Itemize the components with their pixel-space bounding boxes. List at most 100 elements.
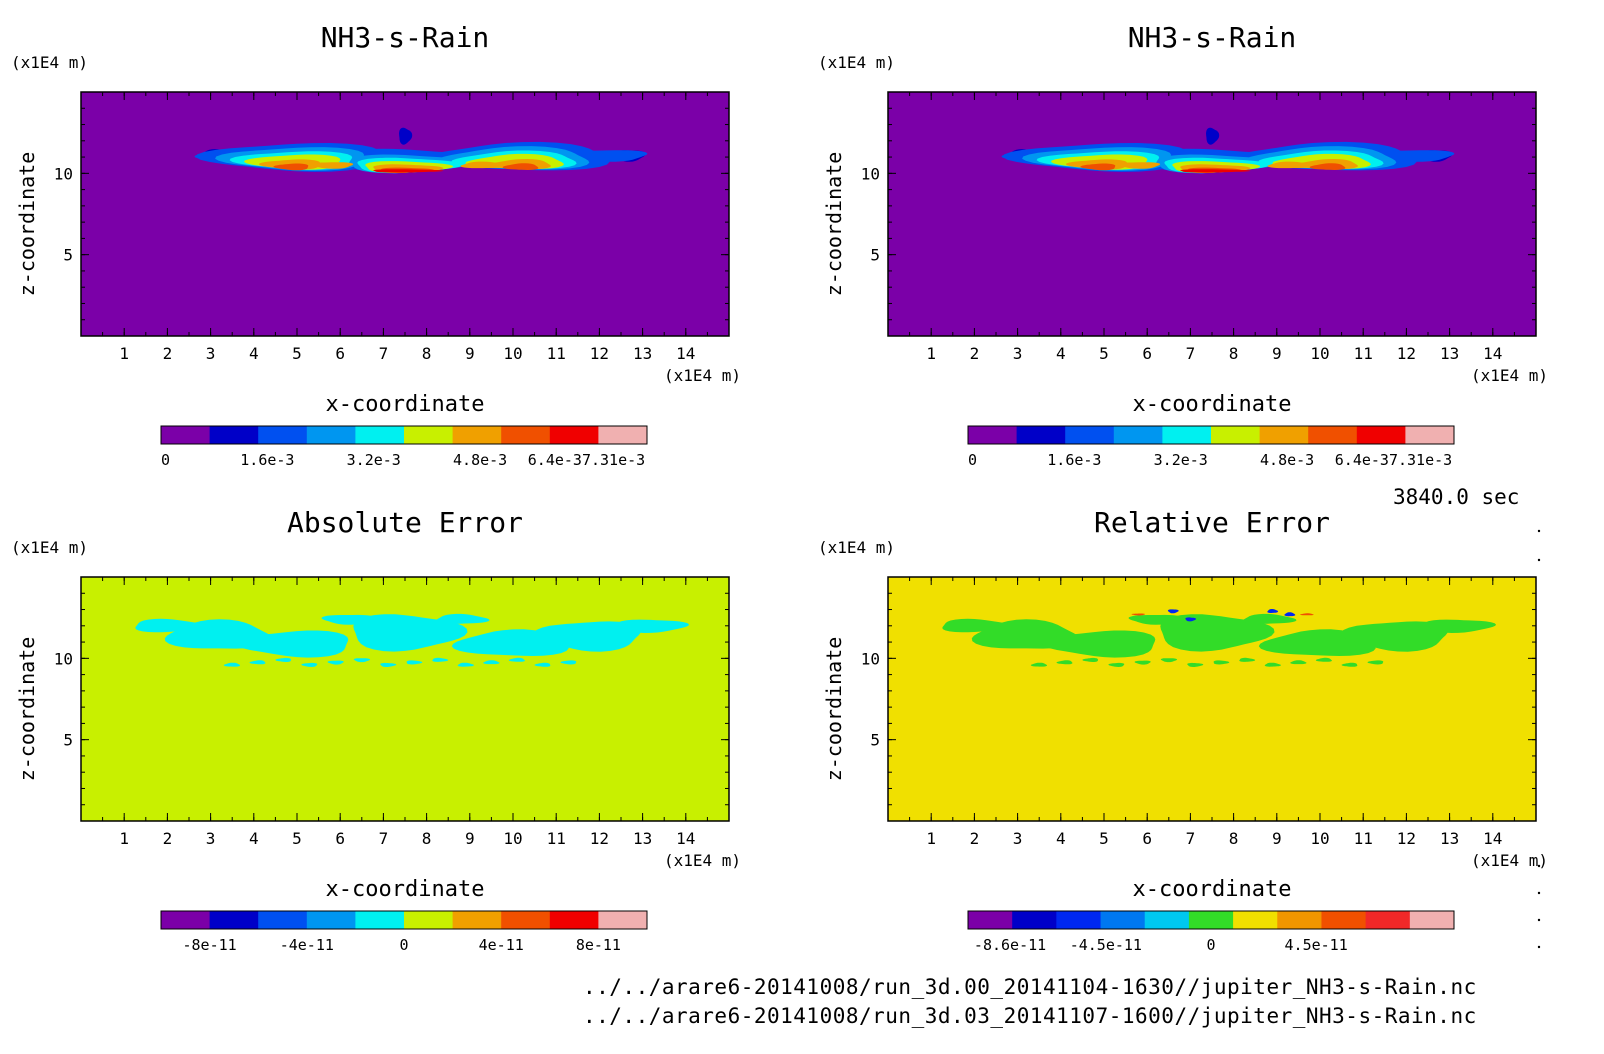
x-tick-label: 9: [1272, 344, 1282, 363]
field-contour-5-4: [1115, 162, 1161, 169]
x-unit-label: (x1E4 m): [1471, 851, 1548, 870]
error-speck-3: [1108, 662, 1125, 667]
x-tick-label: 11: [547, 829, 566, 848]
error-speck-3: [301, 662, 318, 667]
colorbar-label: 0: [968, 451, 977, 469]
colorbar-label: 3.2e-3: [347, 451, 401, 469]
x-tick-label: 13: [1440, 344, 1459, 363]
chart-title: NH3-s-Rain: [1128, 21, 1297, 54]
colorbar-swatch-7: [1277, 911, 1322, 929]
plot-background: [888, 577, 1536, 821]
x-unit-label: (x1E4 m): [1471, 366, 1548, 385]
field-contour-6-1: [502, 163, 539, 170]
field-layer: [1001, 127, 1455, 174]
edge-dot-0: [1537, 529, 1541, 533]
error-patch-1: [234, 630, 349, 658]
error-speck-8: [1239, 657, 1256, 662]
y-axis-label: z-coordinate: [822, 152, 846, 297]
colorbar-swatch-0: [968, 426, 1018, 444]
edge-dot-3: [1537, 891, 1541, 895]
x-tick-label: 9: [465, 344, 475, 363]
x-tick-label: 1: [119, 344, 129, 363]
error-speck-4: [1134, 660, 1151, 665]
chart-panel-4: Relative Error(x1E4 m)1 2 3 4 5 6 7 8 9 10 11 12 13 1…: [818, 506, 1548, 954]
colorbar-swatch-6: [1259, 426, 1309, 444]
field-contour-7-0: [1180, 169, 1251, 173]
error-speck-10: [1290, 660, 1307, 665]
error-patch-4: [1340, 621, 1449, 652]
rel-error-neg-3: [1284, 612, 1296, 617]
colorbar-label: -8e-11: [183, 936, 237, 954]
error-speck-5: [353, 658, 371, 663]
error-patch-6: [617, 619, 689, 633]
chart-title: NH3-s-Rain: [321, 21, 490, 54]
x-tick-label: 4: [249, 344, 259, 363]
x-axis-label: x-coordinate: [326, 392, 485, 417]
colorbar-label: -4e-11: [280, 936, 334, 954]
x-tick-label: 3: [206, 829, 216, 848]
field-contour-5-3: [460, 161, 506, 169]
chart-panel-1: NH3-s-Rain(x1E4 m)1 2 3 4 5 6 7 8 9 10 11 12 13 14510…: [11, 21, 741, 469]
x-tick-label: 12: [590, 829, 609, 848]
error-speck-13: [1367, 660, 1384, 665]
field-contour-5-3: [1267, 161, 1313, 169]
field-contour-1-4: [566, 150, 648, 162]
field-contour-6-0: [1080, 163, 1116, 171]
field-layer: [194, 127, 648, 174]
x-tick-label: 4: [249, 829, 259, 848]
colorbar-label: 0: [1206, 936, 1215, 954]
x-tick-label: 1: [926, 829, 936, 848]
colorbar-swatch-5: [1188, 911, 1234, 929]
colorbar-label: 1.6e-3: [240, 451, 294, 469]
chart-title: Relative Error: [1094, 506, 1330, 539]
chart-panel-3: Absolute Error(x1E4 m)1 2 3 4 5 6 7 8 9 10 11 12 13 1…: [11, 506, 741, 954]
field-contour-7-0: [373, 169, 444, 173]
edge-dot-4: [1537, 918, 1541, 922]
colorbar-swatch-3: [1113, 426, 1163, 444]
rel-error-pos-0: [1131, 613, 1145, 616]
x-tick-label: 2: [163, 344, 173, 363]
colorbar-swatch-5: [404, 911, 454, 929]
colorbar-frame: [160, 425, 648, 445]
colorbar-swatch-6: [452, 911, 502, 929]
x-tick-label: 11: [1354, 344, 1373, 363]
x-tick-label: 9: [1272, 829, 1282, 848]
colorbar-swatch-9: [1365, 911, 1411, 929]
file-path-2: ../../arare6-20141008/run_3d.03_20141107…: [583, 1004, 1477, 1028]
x-tick-label: 10: [1310, 344, 1329, 363]
colorbar-label: 0: [161, 451, 170, 469]
x-tick-label: 13: [633, 829, 652, 848]
colorbar-swatch-3: [306, 426, 356, 444]
colorbar-label: -8.6e-11: [974, 936, 1046, 954]
y-tick-label: 10: [54, 649, 73, 668]
error-speck-5: [1160, 658, 1178, 663]
x-tick-label: 13: [633, 344, 652, 363]
colorbar-swatch-0: [161, 911, 211, 929]
colorbar-swatch-0: [161, 426, 211, 444]
chart-panel-2: NH3-s-Rain(x1E4 m)1 2 3 4 5 6 7 8 9 10 11 12 13 14510…: [818, 21, 1548, 469]
y-axis-label: z-coordinate: [15, 637, 39, 782]
field-contour-0-2: [1206, 127, 1220, 145]
x-tick-label: 13: [1440, 829, 1459, 848]
y-tick-label: 5: [63, 246, 73, 265]
colorbar-swatch-4: [1162, 426, 1212, 444]
y-unit-label: (x1E4 m): [11, 53, 88, 72]
colorbar-swatch-4: [355, 911, 405, 929]
x-axis-label: x-coordinate: [1133, 392, 1292, 417]
x-tick-label: 5: [292, 829, 302, 848]
x-tick-label: 9: [465, 829, 475, 848]
x-tick-label: 8: [1229, 344, 1239, 363]
error-patch-4: [533, 621, 642, 652]
colorbar-swatch-7: [1308, 426, 1358, 444]
error-speck-2: [275, 657, 291, 662]
colorbar-swatch-5: [1211, 426, 1261, 444]
x-tick-label: 5: [292, 344, 302, 363]
error-speck-1: [249, 660, 266, 665]
colorbar-swatch-2: [1065, 426, 1115, 444]
error-speck-4: [327, 660, 344, 665]
colorbar-swatch-9: [598, 426, 648, 444]
file-path-1: ../../arare6-20141008/run_3d.00_20141104…: [583, 975, 1477, 999]
field-contour-6-1: [1309, 163, 1346, 170]
colorbar-swatch-2: [1056, 911, 1102, 929]
